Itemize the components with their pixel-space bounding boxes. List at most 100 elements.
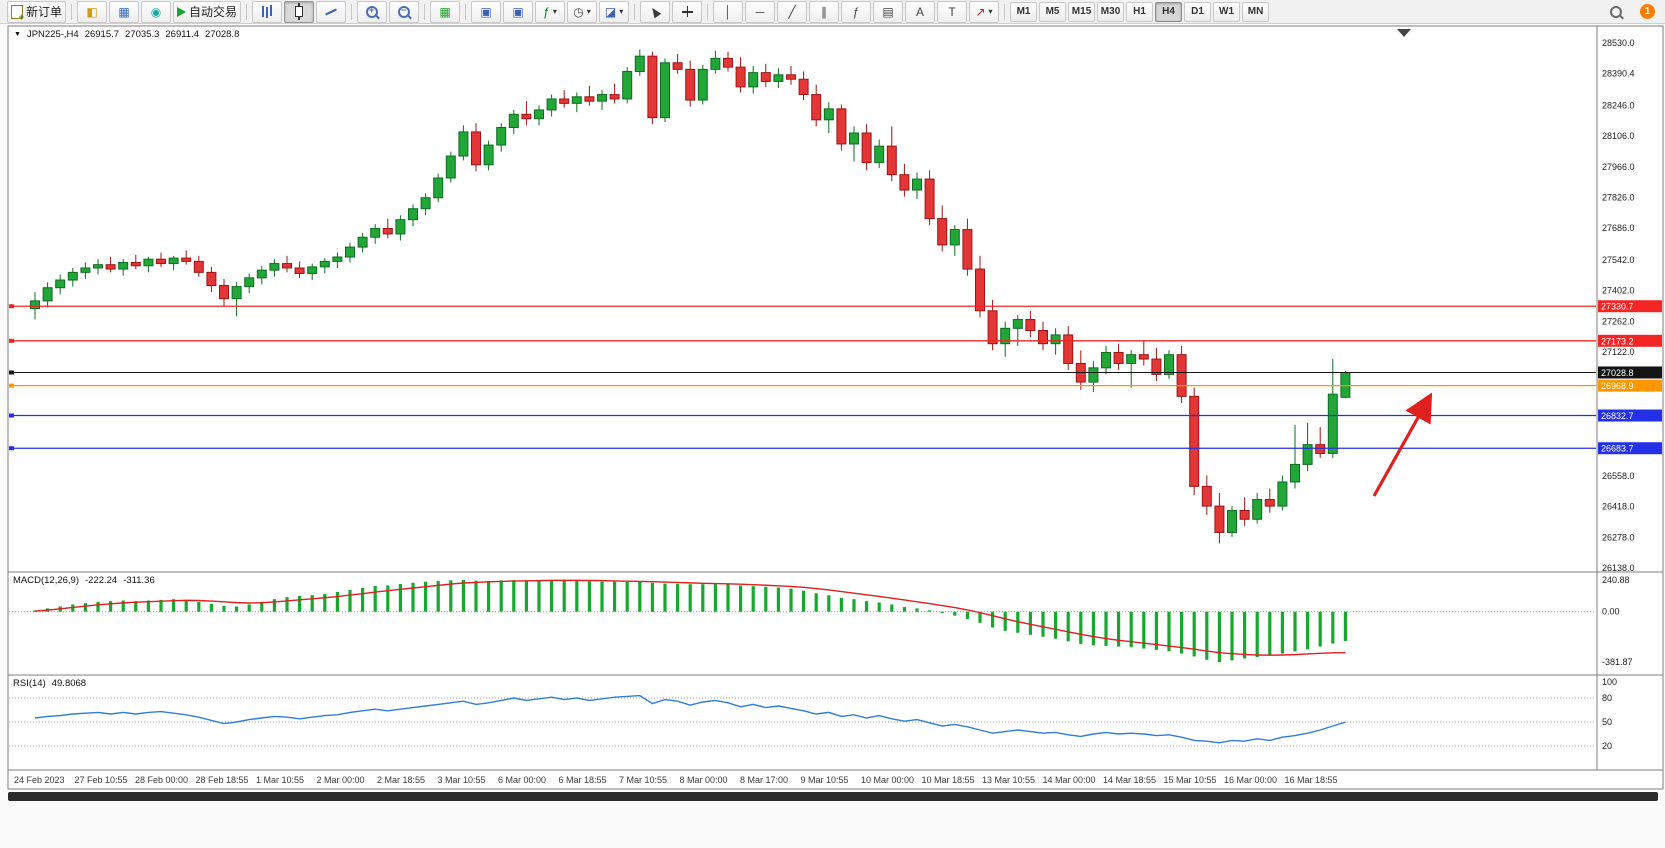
chart-scrollbar[interactable]	[8, 792, 1658, 801]
fibonacci-icon: ƒ	[852, 4, 860, 19]
zoom-in-button[interactable]	[357, 0, 388, 23]
notification-badge[interactable]: 1	[1640, 4, 1655, 19]
timeframe-h1-button[interactable]: H1	[1126, 1, 1154, 22]
shapes-button[interactable]: ▤	[873, 0, 904, 23]
candle-down	[1038, 330, 1048, 345]
chart-plot-area[interactable]	[9, 27, 1596, 571]
arrows-button[interactable]: ↗ ▾	[969, 0, 1000, 23]
candle-up	[244, 277, 255, 288]
chart-shift-marker[interactable]	[1397, 29, 1411, 37]
time-axis-label: 28 Feb 00:00	[135, 775, 188, 785]
timeframe-d1-button[interactable]: D1	[1184, 1, 1212, 22]
candle-up	[370, 227, 381, 238]
candle-up	[1088, 367, 1099, 383]
candle-down	[156, 258, 166, 265]
line-chart-button[interactable]	[316, 0, 347, 23]
horizontal-line-button[interactable]: ─	[745, 0, 776, 23]
trend-arrow-annotation[interactable]	[1372, 392, 1433, 497]
text-label-button[interactable]: T	[937, 0, 968, 23]
profiles-button[interactable]: ▦	[109, 0, 140, 23]
new-order-button-label: 新订单	[26, 5, 63, 19]
candle-up	[332, 256, 343, 262]
cursor-icon	[648, 5, 662, 18]
candle-down	[1176, 354, 1187, 397]
time-axis-label: 8 Mar 17:00	[740, 775, 788, 785]
community-button[interactable]: ◉	[141, 0, 172, 23]
timeframe-w1-button[interactable]: W1	[1213, 1, 1241, 22]
candle-down	[559, 98, 570, 104]
dropdown-caret-icon: ▾	[586, 7, 591, 16]
timeframe-m15-button[interactable]: M15	[1068, 1, 1096, 22]
timeframe-mn-button[interactable]: MN	[1242, 1, 1270, 22]
candle-down	[886, 145, 897, 176]
time-axis-label: 6 Mar 18:55	[559, 775, 607, 785]
rsi-panel[interactable]: 100 80 50 20	[9, 677, 1617, 751]
indicators-button[interactable]: ƒ ▾	[535, 0, 566, 23]
high-value: 27035.3	[125, 29, 160, 40]
arrange-cascade-button[interactable]: ▣	[471, 0, 502, 23]
rsi-axis-label: 100	[1602, 677, 1617, 687]
price-tag-label: 27028.8	[1601, 368, 1634, 378]
text-button[interactable]: A	[905, 0, 936, 23]
arrange-tile-button[interactable]: ▣	[503, 0, 534, 23]
time-axis-label: 27 Feb 10:55	[75, 775, 128, 785]
candle-up	[1340, 371, 1351, 398]
new-order-button[interactable]: 新订单	[7, 0, 67, 23]
candle-up	[546, 98, 557, 111]
candle-up	[1290, 463, 1300, 483]
candle-up	[1126, 354, 1137, 364]
fibonacci-button[interactable]: ƒ	[841, 0, 872, 23]
trendline-button[interactable]: ╱	[777, 0, 808, 23]
price-axis-label: 26278.0	[1602, 532, 1635, 542]
timeframe-m1-button[interactable]: M1	[1010, 1, 1038, 22]
candle-up	[80, 267, 91, 273]
candle-down	[105, 264, 116, 270]
time-axis: 24 Feb 2023 27 Feb 10:55 28 Feb 00:00 28 Fe…	[14, 775, 1338, 785]
rsi-line	[34, 694, 1346, 744]
candle-up	[319, 260, 330, 268]
candlestick-button[interactable]	[284, 0, 315, 23]
periods-button[interactable]: ◷ ▾	[567, 0, 598, 23]
new-chart-button[interactable]: ◧	[77, 0, 108, 23]
timeframe-m30-button[interactable]: M30	[1097, 1, 1125, 22]
templates-button[interactable]: ◪ ▾	[599, 0, 630, 23]
candle-up	[231, 286, 242, 300]
timeframe-m5-button[interactable]: M5	[1039, 1, 1067, 22]
candle-down	[181, 257, 192, 262]
candle-up	[1327, 393, 1338, 454]
line-chart-icon	[325, 8, 337, 15]
vertical-line-button[interactable]: │	[713, 0, 744, 23]
time-axis-label: 8 Mar 00:00	[680, 775, 728, 785]
channel-button[interactable]: ∥	[809, 0, 840, 23]
price-tag-label: 26832.7	[1601, 411, 1634, 421]
one-click-collapse-icon[interactable]: ▼	[14, 31, 21, 38]
candle-up	[773, 74, 784, 82]
candle-down	[1113, 351, 1124, 364]
candle-up	[622, 71, 633, 100]
macd-signal-value: -311.36	[123, 575, 155, 586]
candle-down	[937, 218, 948, 246]
search-button[interactable]	[1602, 2, 1630, 22]
candle-down	[471, 131, 481, 166]
price-tag	[1598, 442, 1662, 455]
cursor-button[interactable]	[640, 0, 671, 23]
tile-windows-button[interactable]: ▦	[430, 0, 461, 23]
macd-panel[interactable]: 240.88 0.00 -381.87	[9, 575, 1633, 667]
price-axis-label: 27262.0	[1602, 316, 1635, 326]
chart-template-icon: ◪	[604, 4, 617, 19]
auto-trading-button-label: 自动交易	[189, 5, 238, 19]
candle-down	[521, 113, 532, 120]
timeframe-h4-button[interactable]: H4	[1155, 1, 1183, 22]
macd-axis-label: -381.87	[1602, 657, 1633, 667]
auto-trading-button[interactable]: 自动交易	[173, 0, 242, 23]
trendline-icon: ╱	[788, 4, 796, 19]
candle-up	[67, 271, 78, 281]
bar-chart-button[interactable]	[252, 0, 283, 23]
zoom-out-button[interactable]	[389, 0, 420, 23]
crosshair-button[interactable]	[672, 0, 703, 23]
dropdown-caret-icon: ▾	[552, 7, 557, 16]
candle-down	[685, 68, 696, 101]
price-axis-label: 27402.0	[1602, 286, 1635, 296]
price-axis-label: 28530.0	[1602, 38, 1635, 48]
time-axis-label: 13 Mar 10:55	[982, 775, 1035, 785]
